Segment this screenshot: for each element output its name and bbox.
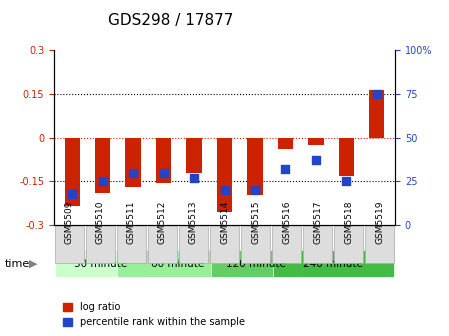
Text: GSM5509: GSM5509 bbox=[65, 201, 74, 245]
FancyBboxPatch shape bbox=[334, 226, 363, 263]
Text: time: time bbox=[4, 259, 30, 269]
Text: 30 minute: 30 minute bbox=[74, 259, 127, 269]
Text: 120 minute: 120 minute bbox=[225, 259, 286, 269]
Text: GSM5514: GSM5514 bbox=[220, 201, 229, 245]
Bar bbox=[247, 138, 263, 195]
Bar bbox=[125, 138, 141, 187]
Legend: log ratio, percentile rank within the sample: log ratio, percentile rank within the sa… bbox=[59, 298, 249, 331]
Text: GSM5512: GSM5512 bbox=[158, 201, 167, 245]
Text: GSM5510: GSM5510 bbox=[96, 201, 105, 245]
Point bbox=[313, 158, 320, 163]
Point bbox=[69, 191, 76, 196]
Text: GSM5515: GSM5515 bbox=[251, 201, 260, 245]
Bar bbox=[278, 138, 293, 150]
Bar bbox=[95, 138, 110, 193]
Point bbox=[160, 170, 167, 175]
Point bbox=[221, 187, 228, 193]
Text: GSM5511: GSM5511 bbox=[127, 201, 136, 245]
FancyBboxPatch shape bbox=[86, 226, 115, 263]
FancyBboxPatch shape bbox=[273, 250, 394, 278]
Bar bbox=[339, 138, 354, 176]
Text: GSM5517: GSM5517 bbox=[313, 201, 322, 245]
FancyBboxPatch shape bbox=[55, 250, 145, 278]
FancyBboxPatch shape bbox=[55, 226, 84, 263]
Text: GSM5519: GSM5519 bbox=[375, 201, 384, 245]
Text: GSM5516: GSM5516 bbox=[282, 201, 291, 245]
Point bbox=[99, 179, 106, 184]
FancyBboxPatch shape bbox=[117, 226, 146, 263]
FancyBboxPatch shape bbox=[148, 226, 177, 263]
Point bbox=[343, 179, 350, 184]
FancyBboxPatch shape bbox=[211, 250, 300, 278]
Text: GSM5518: GSM5518 bbox=[344, 201, 353, 245]
FancyBboxPatch shape bbox=[118, 250, 238, 278]
FancyBboxPatch shape bbox=[365, 226, 394, 263]
FancyBboxPatch shape bbox=[272, 226, 301, 263]
Text: 60 minute: 60 minute bbox=[151, 259, 205, 269]
Bar bbox=[217, 138, 232, 212]
FancyBboxPatch shape bbox=[303, 226, 332, 263]
Bar bbox=[308, 138, 324, 145]
Text: ▶: ▶ bbox=[29, 259, 38, 269]
Point bbox=[282, 167, 289, 172]
Bar bbox=[156, 138, 171, 183]
Point bbox=[190, 175, 198, 181]
FancyBboxPatch shape bbox=[241, 226, 270, 263]
Text: GDS298 / 17877: GDS298 / 17877 bbox=[108, 13, 233, 29]
FancyBboxPatch shape bbox=[210, 226, 239, 263]
Point bbox=[373, 91, 380, 97]
FancyBboxPatch shape bbox=[179, 226, 208, 263]
Point bbox=[251, 187, 259, 193]
Text: GSM5513: GSM5513 bbox=[189, 201, 198, 245]
Bar bbox=[65, 138, 80, 206]
Point bbox=[129, 170, 136, 175]
Bar bbox=[186, 138, 202, 173]
Text: 240 minute: 240 minute bbox=[303, 259, 363, 269]
Bar bbox=[369, 90, 384, 138]
